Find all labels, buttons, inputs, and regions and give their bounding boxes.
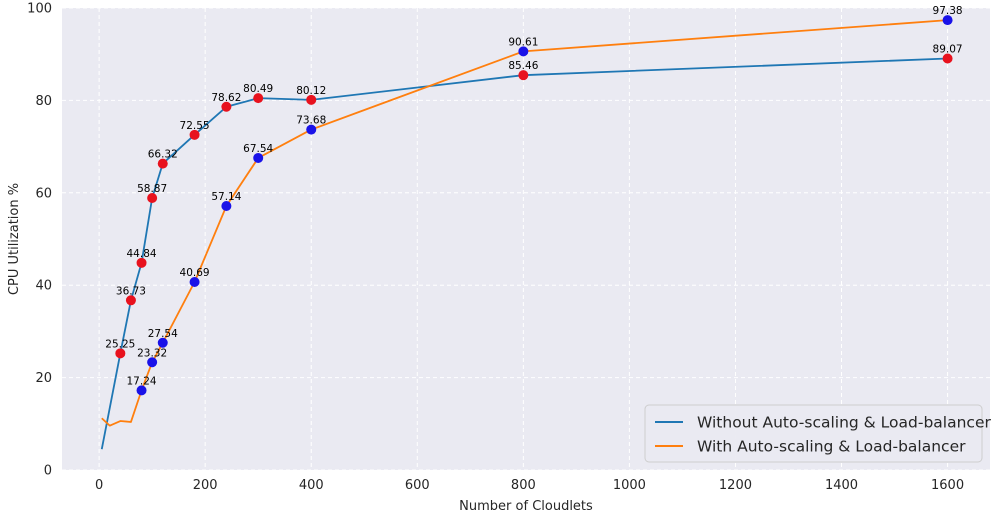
plot-area <box>62 8 990 470</box>
data-point-marker <box>942 53 953 64</box>
x-axis-ticks: 0 200 400 600 800 1000 1200 1400 1600 <box>95 478 964 493</box>
data-point-marker <box>147 193 158 204</box>
data-value-label: 25.25 <box>105 338 135 350</box>
data-value-label: 73.68 <box>296 115 326 127</box>
data-point-marker <box>518 70 529 81</box>
data-value-label: 97.38 <box>933 5 963 17</box>
data-point-marker <box>221 201 232 212</box>
x-tick-label: 0 <box>95 478 103 493</box>
x-tick-label: 1000 <box>613 478 646 493</box>
y-tick-label: 20 <box>35 371 52 386</box>
legend-label: Without Auto-scaling & Load-balancer <box>697 414 991 432</box>
data-value-label: 27.54 <box>148 328 178 340</box>
x-tick-label: 200 <box>193 478 218 493</box>
x-tick-label: 400 <box>299 478 324 493</box>
data-value-label: 23.32 <box>137 347 167 359</box>
data-point-marker <box>157 158 168 169</box>
data-value-label: 66.32 <box>148 149 178 161</box>
data-value-label: 85.46 <box>508 60 538 72</box>
data-value-label: 72.55 <box>180 120 210 132</box>
x-tick-label: 1600 <box>931 478 964 493</box>
data-point-marker <box>125 295 136 306</box>
y-tick-label: 60 <box>35 186 52 201</box>
data-point-marker <box>253 152 264 163</box>
y-tick-label: 100 <box>27 2 52 17</box>
legend-box <box>644 404 983 463</box>
data-point-marker <box>253 93 264 104</box>
x-tick-label: 1200 <box>719 478 752 493</box>
data-value-label: 80.49 <box>243 83 273 95</box>
y-tick-label: 40 <box>35 279 52 294</box>
data-value-label: 40.69 <box>180 267 210 279</box>
data-point-marker <box>306 94 317 105</box>
data-point-marker <box>306 124 317 135</box>
data-value-label: 36.73 <box>116 285 146 297</box>
data-point-marker <box>136 257 147 268</box>
series-line-without-autoscaling <box>100 57 948 450</box>
y-axis-ticks: 0 20 40 60 80 100 <box>27 2 52 479</box>
x-tick-label: 600 <box>405 478 430 493</box>
data-value-label: 90.61 <box>508 36 538 48</box>
data-labels: 25.25 36.73 44.84 58.87 66.32 72.55 78.6280.49… <box>105 5 962 387</box>
x-tick-label: 800 <box>511 478 536 493</box>
data-point-marker <box>942 15 953 26</box>
legend-label: With Auto-scaling & Load-balancer <box>697 438 966 456</box>
legend: Without Auto-scaling & Load-balancer With… <box>644 404 991 463</box>
data-value-label: 17.24 <box>127 375 157 387</box>
data-point-marker <box>136 385 147 396</box>
data-point-marker <box>147 357 158 368</box>
data-point-marker <box>518 46 529 57</box>
data-point-marker <box>221 101 232 112</box>
data-value-label: 44.84 <box>127 248 157 260</box>
data-value-label: 80.12 <box>296 85 326 97</box>
data-value-label: 78.62 <box>211 92 241 104</box>
data-value-label: 57.14 <box>211 191 241 203</box>
data-value-label: 58.87 <box>137 183 167 195</box>
data-value-label: 89.07 <box>933 43 963 55</box>
y-tick-label: 80 <box>35 94 52 109</box>
y-axis-title: CPU Utilization % <box>7 183 22 295</box>
data-point-marker <box>189 277 200 288</box>
x-tick-label: 1400 <box>825 478 858 493</box>
data-value-label: 67.54 <box>243 143 273 155</box>
data-point-marker <box>189 129 200 140</box>
data-markers <box>115 15 953 396</box>
y-tick-label: 0 <box>44 464 52 479</box>
data-point-marker <box>115 348 126 359</box>
x-axis-title: Number of Cloudlets <box>459 499 593 514</box>
data-point-marker <box>157 337 168 348</box>
grid <box>62 7 990 471</box>
